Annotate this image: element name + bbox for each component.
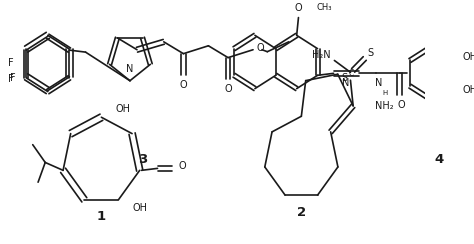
Text: H₂N: H₂N (312, 50, 331, 60)
Text: O: O (295, 3, 302, 13)
Text: S: S (342, 73, 348, 83)
Text: OH: OH (463, 51, 474, 61)
Text: O: O (398, 100, 405, 110)
Text: OH: OH (133, 203, 148, 213)
Text: H: H (383, 90, 388, 96)
Text: O: O (224, 84, 232, 94)
Text: F: F (8, 74, 14, 84)
Text: OH: OH (463, 85, 474, 95)
Text: CH₃: CH₃ (316, 3, 332, 12)
Text: OH: OH (116, 104, 131, 114)
Text: O: O (179, 161, 187, 171)
Text: N: N (374, 78, 382, 88)
Text: C: C (349, 69, 354, 78)
Text: 2: 2 (297, 206, 306, 220)
Text: O: O (256, 43, 264, 53)
Text: S: S (367, 48, 373, 58)
Text: 3: 3 (138, 153, 147, 166)
Text: NH₂: NH₂ (374, 101, 393, 111)
Text: O: O (180, 80, 187, 90)
Text: F: F (8, 58, 14, 68)
Text: N: N (342, 78, 350, 88)
Text: 1: 1 (97, 210, 106, 224)
Text: 4: 4 (434, 153, 444, 166)
Text: F: F (10, 73, 16, 83)
Text: N: N (126, 64, 134, 74)
